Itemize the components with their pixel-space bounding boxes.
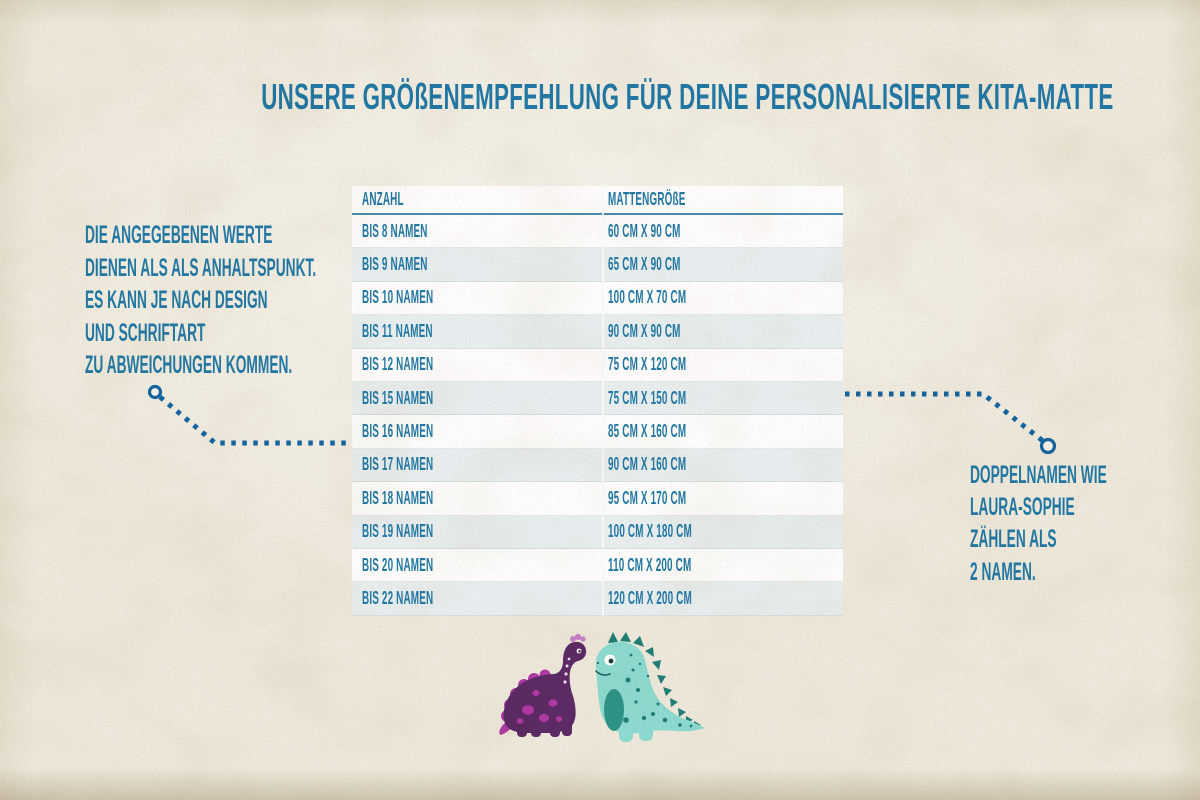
- cell-mattengroesse: 65 CM X 90 CM: [608, 254, 681, 275]
- cell-anzahl: BIS 8 NAMEN: [362, 220, 428, 241]
- table-row: BIS 10 NAMEN 100 CM X 70 CM: [352, 282, 843, 316]
- cell-mattengroesse: 75 CM X 150 CM: [608, 387, 687, 408]
- left-note: DIE ANGEGEBENEN WERTE DIENEN ALS ALS ANH…: [85, 219, 316, 382]
- cell-mattengroesse: 90 CM X 160 CM: [608, 454, 687, 475]
- dinosaur-illustrations: [499, 632, 705, 742]
- table-row: BIS 11 NAMEN 90 CM X 90 CM: [352, 315, 843, 349]
- cell-mattengroesse: 85 CM X 160 CM: [608, 421, 687, 442]
- cell-mattengroesse: 75 CM X 120 CM: [608, 354, 687, 375]
- left-note-line: DIE ANGEGEBENEN WERTE: [85, 221, 273, 249]
- column-header-anzahl: ANZAHL: [362, 189, 404, 209]
- right-note-line: LAURA-SOPHIE: [970, 493, 1075, 522]
- table-row: BIS 17 NAMEN 90 CM X 160 CM: [352, 448, 843, 483]
- teal-dinosaur-illustration: [595, 632, 705, 742]
- table-row: BIS 12 NAMEN 75 CM X 120 CM: [352, 349, 843, 382]
- cell-anzahl: BIS 11 NAMEN: [362, 320, 433, 341]
- left-note-line: ES KANN JE NACH DESIGN: [85, 286, 268, 315]
- cell-mattengroesse: 120 CM X 200 CM: [608, 587, 692, 608]
- column-header-mattengroesse: MATTENGRÖßE: [608, 189, 686, 209]
- left-note-line: ZU ABWEICHUNGEN KOMMEN.: [85, 351, 293, 380]
- cell-mattengroesse: 60 CM X 90 CM: [608, 220, 681, 241]
- left-note-line: DIENEN ALS ALS ANHALTSPUNKT.: [85, 253, 317, 282]
- cell-mattengroesse: 95 CM X 170 CM: [608, 487, 687, 508]
- table-row: BIS 8 NAMEN 60 CM X 90 CM: [352, 215, 843, 249]
- cell-anzahl: BIS 22 NAMEN: [362, 587, 434, 608]
- cell-mattengroesse: 110 CM X 200 CM: [608, 554, 692, 575]
- cell-anzahl: BIS 12 NAMEN: [362, 354, 434, 375]
- page-title: UNSERE GRÖßENEMPFEHLUNG FÜR DEINE PERSON…: [0, 76, 1200, 118]
- table-header-row: ANZAHL MATTENGRÖßE: [352, 186, 843, 215]
- cell-mattengroesse: 100 CM X 180 CM: [608, 521, 692, 542]
- cell-anzahl: BIS 19 NAMEN: [362, 521, 434, 542]
- cell-anzahl: BIS 16 NAMEN: [362, 421, 434, 442]
- right-note-line: DOPPELNAMEN WIE: [970, 461, 1107, 489]
- table-row: BIS 22 NAMEN 120 CM X 200 CM: [352, 582, 843, 616]
- page-title-text: UNSERE GRÖßENEMPFEHLUNG FÜR DEINE PERSON…: [261, 76, 1114, 117]
- table-row: BIS 20 NAMEN 110 CM X 200 CM: [352, 549, 843, 583]
- cell-anzahl: BIS 10 NAMEN: [362, 287, 434, 308]
- table-row: BIS 9 NAMEN 65 CM X 90 CM: [352, 248, 843, 282]
- right-note-line: 2 NAMEN.: [970, 557, 1036, 586]
- cell-mattengroesse: 100 CM X 70 CM: [608, 287, 687, 308]
- purple-dinosaur-illustration: [499, 633, 587, 737]
- table-row: BIS 19 NAMEN 100 CM X 180 CM: [352, 515, 843, 549]
- cell-anzahl: BIS 20 NAMEN: [362, 554, 434, 575]
- cell-mattengroesse: 90 CM X 90 CM: [608, 320, 681, 341]
- right-note-line: ZÄHLEN ALS: [970, 525, 1057, 554]
- left-note-line: UND SCHRIFTART: [85, 318, 206, 347]
- cell-anzahl: BIS 17 NAMEN: [362, 454, 434, 475]
- cell-anzahl: BIS 9 NAMEN: [362, 254, 428, 275]
- table-row: BIS 16 NAMEN 85 CM X 160 CM: [352, 415, 843, 449]
- size-table: ANZAHL MATTENGRÖßE BIS 8 NAMEN 60 CM X 9…: [352, 186, 843, 616]
- cell-anzahl: BIS 15 NAMEN: [362, 387, 434, 408]
- table-row: BIS 15 NAMEN 75 CM X 150 CM: [352, 381, 843, 416]
- right-note: DOPPELNAMEN WIE LAURA-SOPHIE ZÄHLEN ALS …: [970, 459, 1107, 588]
- cell-anzahl: BIS 18 NAMEN: [362, 487, 434, 508]
- table-row: BIS 18 NAMEN 95 CM X 170 CM: [352, 482, 843, 516]
